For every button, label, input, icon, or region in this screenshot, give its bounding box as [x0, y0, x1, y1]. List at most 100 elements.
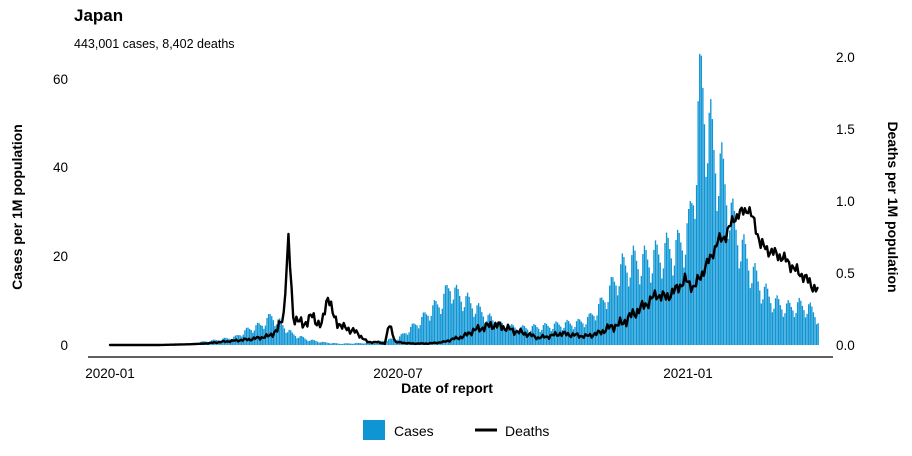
cases-bar	[672, 275, 674, 345]
cases-bar	[340, 344, 342, 345]
cases-bar	[700, 55, 702, 346]
cases-bar	[778, 299, 780, 345]
cases-bar	[351, 343, 353, 345]
cases-bar	[697, 101, 699, 345]
cases-bar	[410, 326, 412, 345]
cases-bar	[746, 258, 748, 345]
cases-bar	[724, 184, 726, 345]
cases-bar	[495, 328, 497, 345]
cases-bar	[552, 328, 554, 345]
cases-bar	[735, 229, 737, 345]
cases-bar	[572, 329, 575, 345]
cases-bar	[245, 327, 248, 345]
cases-bar	[635, 260, 638, 345]
x-tick-label: 2020-07	[373, 366, 423, 381]
cases-bar	[623, 257, 625, 345]
cases-bar	[250, 330, 252, 345]
cases-bar	[718, 195, 720, 345]
cases-bar	[406, 334, 409, 345]
cases-bar	[602, 300, 605, 345]
cases-bar	[793, 317, 796, 345]
cases-bar	[463, 307, 466, 345]
cases-bar	[534, 325, 537, 345]
cases-bar	[455, 284, 458, 345]
cases-bar	[806, 313, 808, 345]
cases-bar	[446, 284, 448, 345]
cases-bar	[773, 308, 775, 345]
cases-bar	[616, 295, 619, 345]
cases-bar	[375, 342, 377, 345]
cases-bar	[776, 295, 778, 345]
cases-bar	[365, 342, 368, 345]
cases-bar	[296, 338, 298, 345]
cases-bar	[405, 333, 407, 345]
legend-deaths-label: Deaths	[505, 423, 549, 439]
cases-bar	[528, 332, 530, 345]
cases-bar	[282, 325, 284, 345]
cases-bar	[294, 336, 297, 345]
cases-bar	[708, 112, 710, 345]
cases-bar	[689, 201, 691, 345]
cases-bar	[774, 298, 777, 345]
cases-bar	[248, 328, 251, 345]
cases-bar	[337, 343, 339, 345]
cases-bar	[492, 320, 494, 345]
cases-bar	[804, 317, 807, 345]
cases-bar	[580, 321, 582, 345]
cases-bar	[782, 316, 785, 345]
cases-bar	[798, 297, 800, 345]
cases-bar	[435, 301, 437, 345]
cases-bar	[293, 334, 295, 345]
cases-bar	[683, 267, 685, 345]
y-left-tick-label: 40	[53, 160, 68, 175]
cases-bar	[324, 342, 327, 345]
cases-bar	[255, 325, 257, 345]
cases-bar	[274, 326, 276, 345]
cases-bar	[514, 327, 516, 345]
cases-bar	[661, 278, 663, 345]
cases-bar	[642, 254, 644, 345]
cases-bar	[392, 339, 395, 345]
cases-bar	[413, 323, 415, 345]
cases-bar	[814, 317, 816, 345]
cases-bar	[645, 249, 647, 345]
cases-bar	[459, 295, 461, 345]
cases-bar	[400, 334, 402, 345]
cases-bar	[286, 332, 289, 345]
chart-subtitle: 443,001 cases, 8,402 deaths	[74, 37, 235, 51]
cases-bar	[789, 302, 791, 345]
y-left-tick-label: 0	[60, 338, 68, 353]
cases-bar	[323, 341, 325, 345]
cases-bar	[770, 303, 772, 345]
cases-bar	[599, 297, 601, 345]
cases-bar	[258, 323, 260, 345]
cases-bar	[670, 258, 672, 345]
cases-bar	[368, 342, 371, 345]
cases-bar	[422, 312, 425, 345]
cases-bar	[271, 316, 273, 345]
cases-bar	[414, 324, 417, 345]
cases-bar	[256, 322, 259, 345]
cases-bar	[348, 343, 350, 345]
y-right-tick-label: 0.5	[836, 266, 855, 281]
cases-bar	[730, 202, 732, 345]
cases-bar	[353, 343, 355, 345]
cases-bar	[662, 268, 665, 345]
cases-bar	[441, 308, 443, 345]
cases-bar	[729, 230, 731, 345]
cases-bar	[695, 185, 698, 345]
cases-bar	[447, 288, 450, 345]
cases-bar	[429, 320, 431, 345]
cases-bar	[597, 303, 600, 345]
cases-bar	[781, 309, 783, 345]
cases-bar	[795, 312, 797, 345]
cases-bar	[440, 313, 442, 345]
cases-bar	[657, 254, 660, 345]
cases-bar	[451, 303, 453, 345]
cases-bar	[612, 277, 614, 345]
cases-bar	[367, 342, 369, 345]
cases-bar	[748, 270, 750, 345]
cases-bar	[732, 198, 734, 345]
cases-bar	[752, 266, 755, 345]
y-right-tick-label: 2.0	[836, 50, 855, 65]
